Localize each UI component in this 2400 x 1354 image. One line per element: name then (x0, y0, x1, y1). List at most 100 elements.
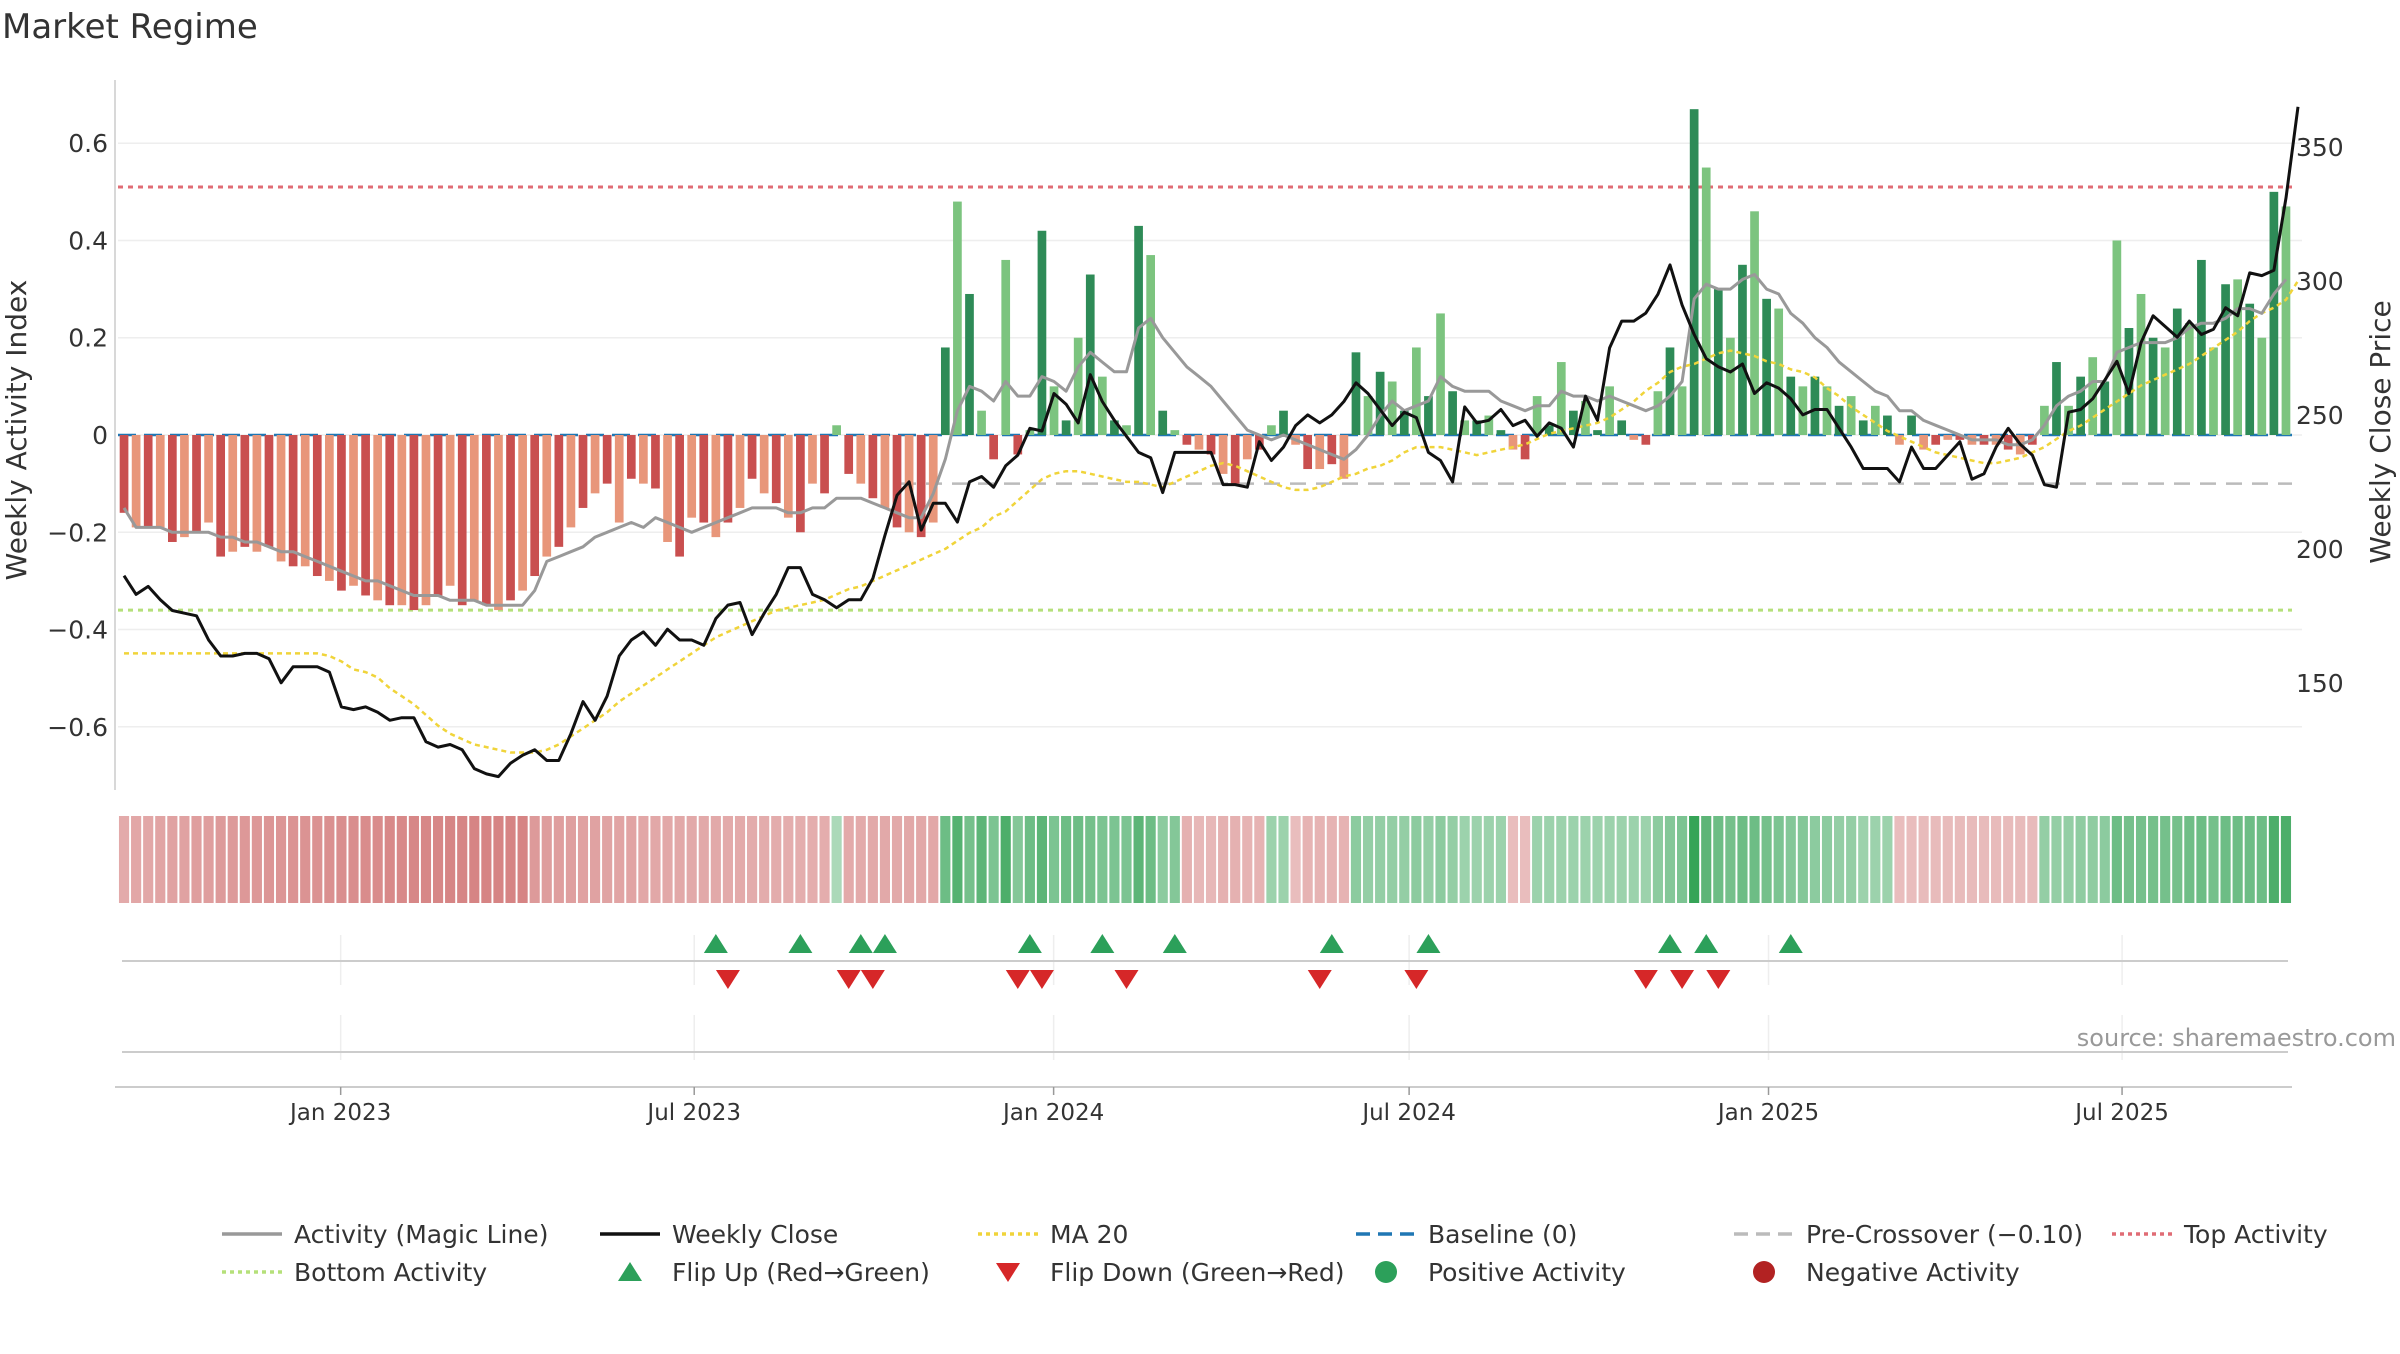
regime-strip-cell (1773, 816, 1784, 903)
activity-bar (1472, 420, 1482, 435)
activity-bar (2184, 323, 2194, 435)
activity-bar (119, 435, 129, 513)
regime-strip-cell (348, 816, 359, 903)
activity-bar (578, 435, 588, 508)
activity-bar (168, 435, 177, 542)
flip-up-marker (788, 934, 813, 953)
activity-bar (687, 435, 697, 518)
regime-strip-cell (1133, 816, 1144, 903)
activity-bar (1182, 435, 1192, 445)
activity-bar (1037, 230, 1047, 435)
y-axis-right-label: Weekly Close Price (2364, 300, 2397, 563)
activity-bar (1810, 376, 1820, 435)
flip-down-marker (1404, 970, 1429, 989)
regime-strip-cell (1556, 816, 1567, 903)
activity-bar (2233, 279, 2242, 435)
regime-strip-cell (1519, 816, 1531, 903)
activity-bar (1170, 430, 1180, 435)
x-tick-label: Jan 2025 (1716, 1100, 1819, 1126)
activity-bar (1895, 435, 1904, 445)
activity-bar (216, 435, 226, 557)
legend-label: Weekly Close (672, 1220, 838, 1249)
activity-bar (771, 435, 781, 504)
activity-bar (1242, 435, 1252, 460)
activity-bar (1907, 415, 1916, 435)
activity-bar (1919, 435, 1928, 450)
activity-bar (977, 410, 986, 435)
regime-strip-cell (626, 816, 637, 903)
activity-bar (2136, 293, 2146, 435)
regime-strip-cell (2123, 816, 2135, 903)
activity-bar (397, 435, 407, 606)
legend-label: Activity (Magic Line) (294, 1220, 548, 1249)
activity-bar (2269, 191, 2279, 435)
legend-swatch (618, 1262, 642, 1281)
activity-bar (675, 435, 684, 557)
activity-bar (1858, 420, 1868, 435)
regime-strip-cell (1894, 816, 1905, 903)
activity-bar (2112, 240, 2122, 435)
activity-bar (1194, 435, 1204, 450)
activity-bar (385, 435, 395, 606)
regime-strip-cell (928, 816, 939, 903)
regime-strip-cell (1628, 816, 1639, 903)
regime-strip-cell (1061, 816, 1072, 903)
regime-strip-cell (1616, 816, 1627, 903)
regime-strip-cell (1326, 816, 1337, 903)
activity-bar (2245, 303, 2255, 435)
activity-bar (264, 435, 274, 547)
flip-down-marker (1706, 970, 1731, 989)
flip-down-marker (1005, 970, 1030, 989)
activity-bar (1581, 400, 1590, 435)
regime-strip-cell (1749, 816, 1760, 903)
regime-strip-cell (1846, 816, 1857, 903)
activity-bar (1025, 430, 1035, 435)
legend-swatch (996, 1263, 1020, 1282)
regime-strip-cell (1302, 816, 1313, 903)
activity-bar (1097, 376, 1107, 435)
regime-strip-cell (650, 816, 661, 903)
activity-bar (1460, 420, 1470, 435)
y-tick-right: 300 (2296, 267, 2344, 296)
regime-strip-cell (2087, 816, 2098, 903)
activity-bar (1073, 337, 1083, 435)
regime-strip-cell (662, 816, 673, 903)
regime-strip-cell (1737, 816, 1748, 903)
activity-bar (1339, 435, 1349, 479)
regime-strip-cell (1181, 816, 1192, 903)
activity-bar (1448, 391, 1457, 435)
regime-strip-cell (2208, 816, 2219, 903)
activity-bar (651, 435, 660, 489)
regime-strip-cell (469, 816, 480, 903)
regime-strip-cell (1689, 816, 1700, 903)
flip-down-marker (836, 970, 861, 989)
activity-bars (119, 109, 2291, 611)
regime-strip-cell (1121, 816, 1132, 903)
regime-strip-cell (1544, 816, 1555, 903)
activity-bar (2040, 405, 2049, 435)
activity-bar (820, 435, 829, 494)
series-lines (122, 106, 2300, 779)
legend-swatch (1375, 1261, 1397, 1283)
regime-strip-cell (1459, 816, 1470, 903)
regime-strip-cell (1954, 816, 1965, 903)
regime-strip-cell (1713, 816, 1724, 903)
activity-bar (1267, 425, 1276, 435)
regime-strip-cell (1024, 816, 1035, 903)
regime-strip-cell (952, 816, 963, 903)
regime-strip-cell (2135, 816, 2147, 903)
activity-bar (2209, 347, 2218, 435)
regime-strip-cell (2148, 816, 2159, 903)
regime-strip-cell (1785, 816, 1796, 903)
regime-strip-cell (1821, 816, 1833, 903)
activity-bar (1786, 376, 1796, 435)
activity-bar (1049, 386, 1059, 435)
activity-bar (953, 201, 962, 435)
activity-bar (1363, 396, 1373, 435)
activity-bar (1424, 396, 1433, 435)
activity-bar (735, 435, 745, 508)
activity-bar (312, 435, 322, 577)
activity-bar (1122, 425, 1131, 435)
reference-lines (118, 185, 2292, 612)
